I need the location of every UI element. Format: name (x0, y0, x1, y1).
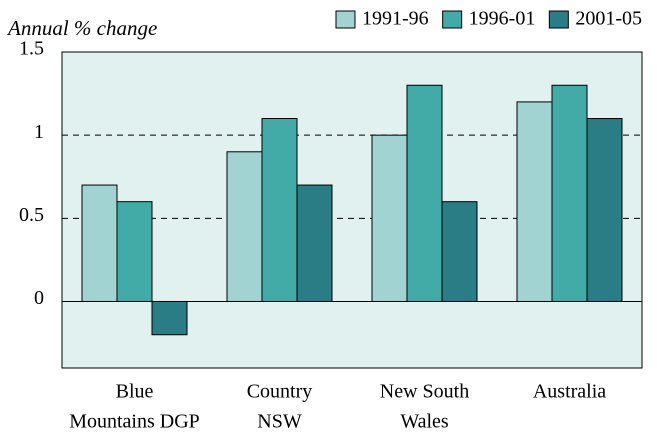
bar (516, 101, 553, 302)
x-tick-label: Mountains DGP (69, 411, 200, 433)
x-tick-label: Blue (116, 381, 154, 403)
x-tick-label: New South (380, 381, 469, 403)
bar (151, 300, 188, 336)
bar (406, 84, 443, 302)
bar (551, 84, 588, 302)
legend-label: 1991-96 (362, 8, 429, 30)
x-tick-label: NSW (257, 411, 302, 433)
x-tick-label: Australia (533, 381, 606, 403)
y-tick-label: 0 (34, 287, 44, 309)
legend-swatch (548, 10, 569, 29)
y-tick-label: 1 (34, 121, 44, 143)
y-tick-label: 1.5 (19, 38, 44, 60)
x-tick-label: Country (247, 381, 313, 403)
bar (371, 134, 408, 302)
legend-label: 2001-05 (575, 8, 642, 30)
x-tick-label: Wales (400, 411, 449, 433)
bar (81, 184, 118, 302)
bar (296, 184, 333, 302)
bar (586, 118, 623, 302)
legend-swatch (442, 10, 463, 29)
bar (441, 201, 478, 302)
legend-label: 1996-01 (469, 8, 536, 30)
bar (226, 151, 263, 302)
bar (261, 118, 298, 302)
y-tick-label: 0.5 (19, 204, 44, 226)
bar (116, 201, 153, 302)
legend-swatch (335, 10, 356, 29)
y-axis-label: Annual % change (6, 16, 157, 40)
